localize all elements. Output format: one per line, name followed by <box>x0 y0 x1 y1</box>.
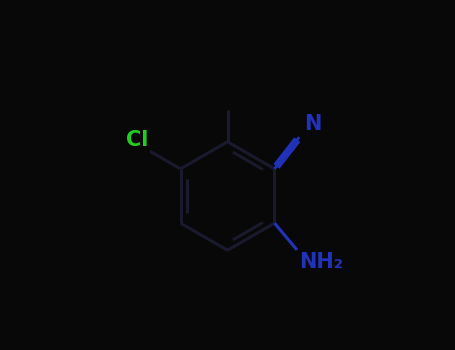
Text: N: N <box>304 114 321 134</box>
Text: Cl: Cl <box>126 130 148 150</box>
Text: NH₂: NH₂ <box>299 252 343 272</box>
